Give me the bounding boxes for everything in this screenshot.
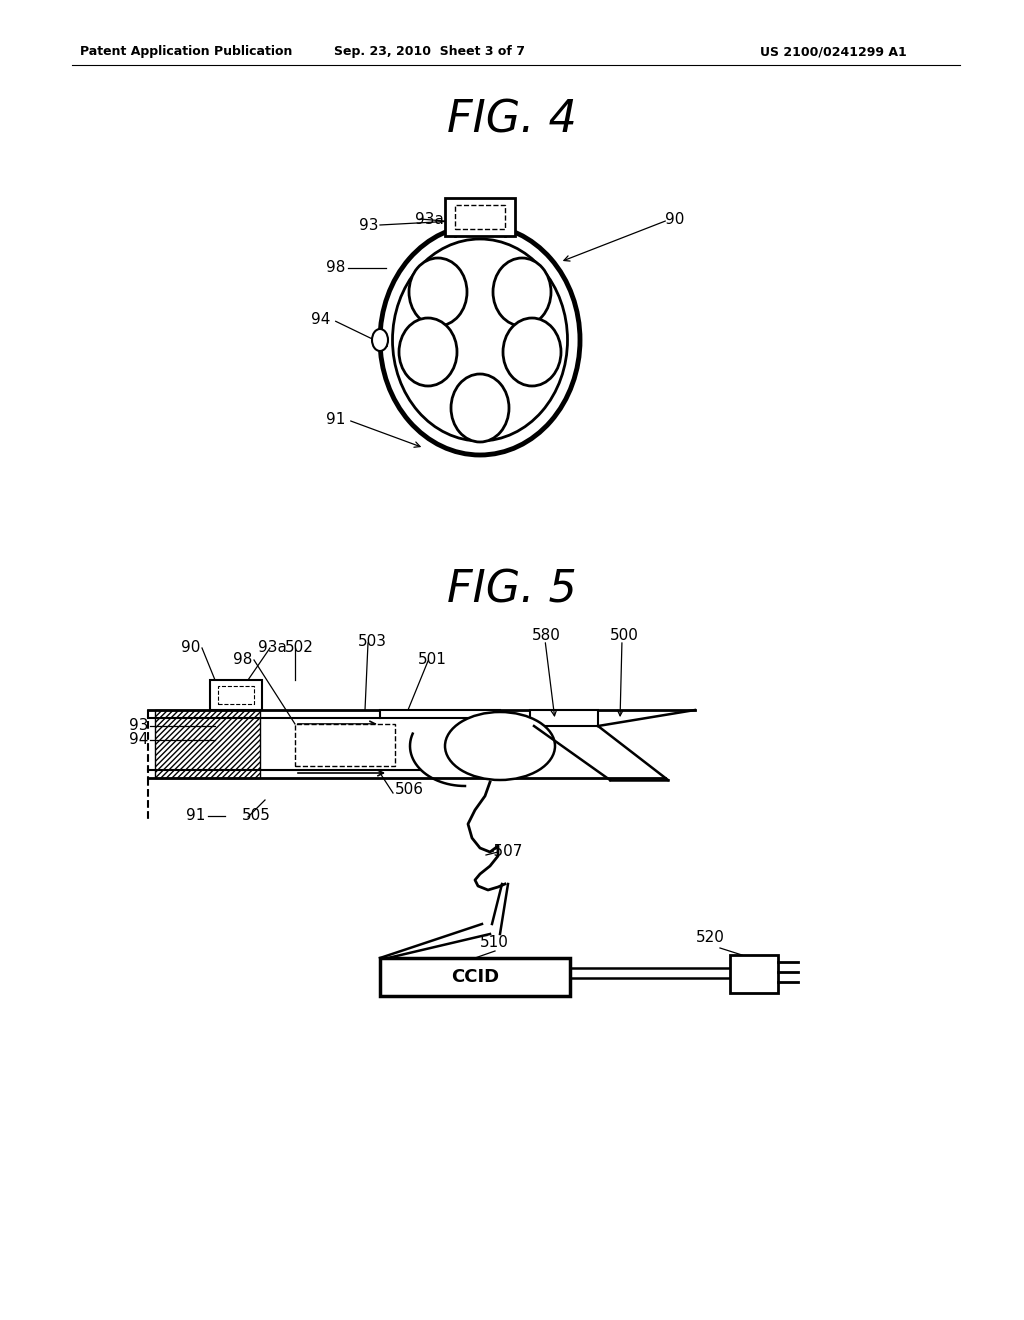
- Text: 580: 580: [532, 627, 561, 643]
- Text: 94: 94: [129, 733, 148, 747]
- Ellipse shape: [493, 257, 551, 326]
- Text: FIG. 4: FIG. 4: [447, 99, 577, 141]
- Text: Sep. 23, 2010  Sheet 3 of 7: Sep. 23, 2010 Sheet 3 of 7: [335, 45, 525, 58]
- Ellipse shape: [392, 239, 567, 441]
- Text: 520: 520: [695, 931, 724, 945]
- Text: 91: 91: [185, 808, 205, 824]
- Text: 510: 510: [480, 935, 509, 950]
- Text: 93: 93: [358, 218, 378, 232]
- Bar: [380, 958, 570, 997]
- Text: 93a: 93a: [258, 640, 287, 656]
- Bar: [295, 723, 395, 766]
- Text: CCID: CCID: [451, 968, 499, 986]
- Text: 91: 91: [326, 412, 345, 428]
- Text: US 2100/0241299 A1: US 2100/0241299 A1: [760, 45, 906, 58]
- Text: 500: 500: [610, 627, 639, 643]
- Text: 505: 505: [242, 808, 271, 824]
- Ellipse shape: [380, 224, 580, 455]
- Bar: [380, 710, 500, 718]
- Ellipse shape: [409, 257, 467, 326]
- Ellipse shape: [399, 318, 457, 385]
- Text: 93a: 93a: [415, 211, 443, 227]
- Text: 503: 503: [358, 635, 387, 649]
- Bar: [530, 710, 598, 726]
- Text: 90: 90: [180, 640, 200, 656]
- Text: 90: 90: [665, 213, 684, 227]
- Bar: [445, 198, 515, 236]
- Ellipse shape: [451, 374, 509, 442]
- Ellipse shape: [445, 711, 555, 780]
- Bar: [210, 680, 262, 710]
- Bar: [730, 954, 778, 993]
- Bar: [455, 205, 505, 228]
- Text: -507: -507: [488, 845, 522, 859]
- Text: 506: 506: [395, 783, 424, 797]
- Bar: [218, 686, 254, 704]
- Text: 98: 98: [326, 260, 345, 276]
- Text: FIG. 5: FIG. 5: [447, 569, 577, 611]
- Text: 93: 93: [128, 718, 148, 734]
- Text: Patent Application Publication: Patent Application Publication: [80, 45, 293, 58]
- Text: 502: 502: [285, 640, 314, 656]
- Ellipse shape: [503, 318, 561, 385]
- Bar: [155, 710, 260, 777]
- Text: 98: 98: [232, 652, 252, 668]
- Text: 94: 94: [310, 313, 330, 327]
- Ellipse shape: [372, 329, 388, 351]
- Text: 501: 501: [418, 652, 446, 668]
